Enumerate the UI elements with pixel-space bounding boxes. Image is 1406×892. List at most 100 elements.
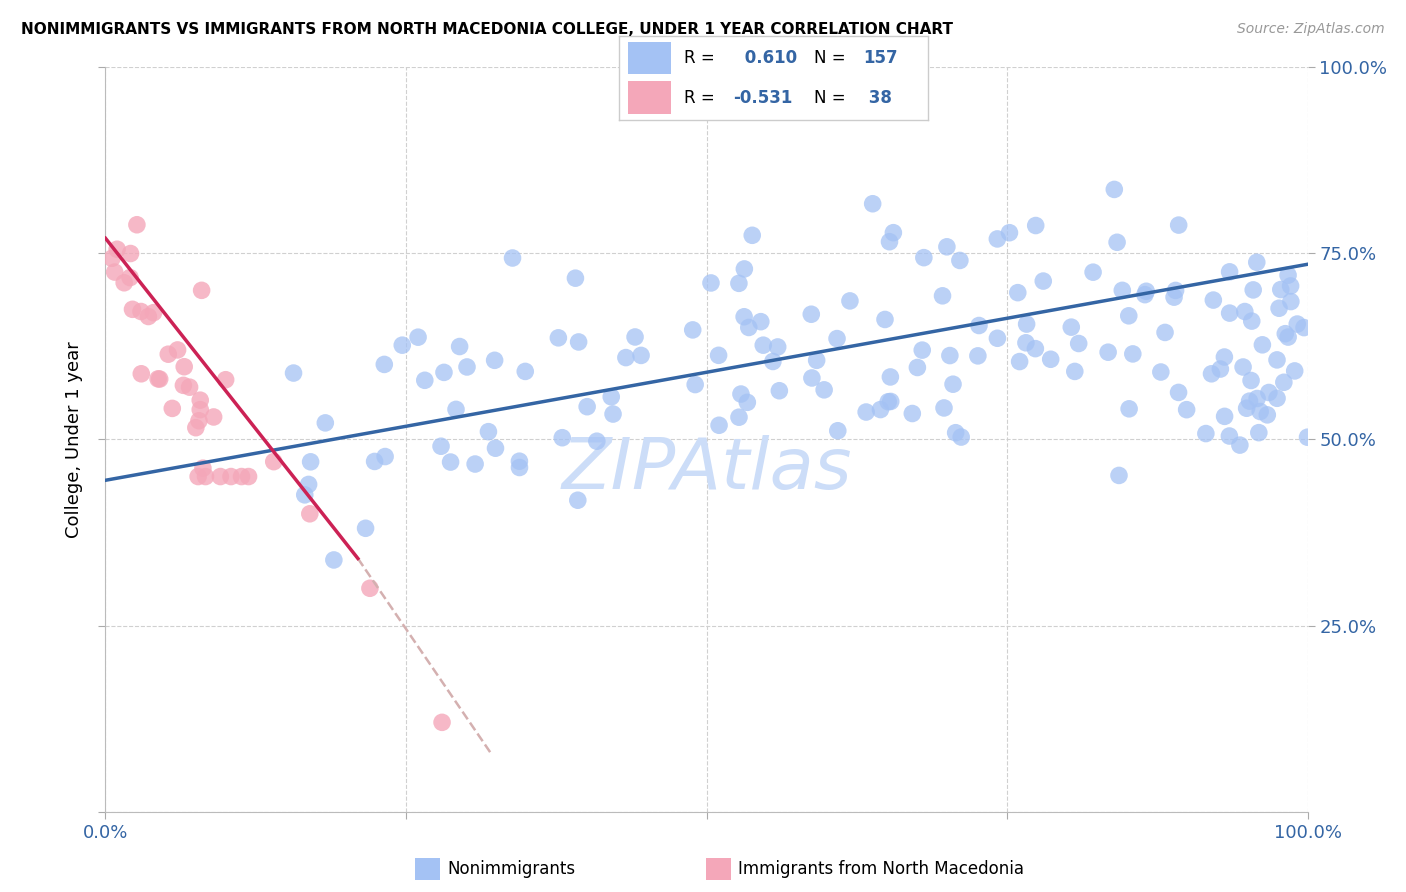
Point [567,493,589,508]
Point [456,359,478,374]
Point [120,246,142,260]
Point [879,235,901,249]
Point [1292,320,1315,334]
Text: 0.610: 0.610 [740,49,797,67]
Point [1097,345,1119,359]
FancyBboxPatch shape [628,81,671,113]
Point [1279,279,1302,293]
Point [806,353,828,368]
Point [768,384,790,398]
Point [733,262,755,277]
Point [1118,309,1140,323]
Point [1167,385,1189,400]
Point [862,196,884,211]
Point [173,359,195,374]
Point [568,334,591,349]
Point [737,395,759,409]
Point [209,469,232,483]
Point [700,276,723,290]
Point [172,378,194,392]
Point [1111,284,1133,298]
Point [202,409,225,424]
Point [184,420,207,434]
Point [142,306,165,320]
Point [1107,235,1129,250]
Point [1118,401,1140,416]
Point [294,488,316,502]
Point [477,425,499,439]
Point [194,469,217,483]
Point [564,271,586,285]
Point [1274,326,1296,341]
Point [1218,429,1240,443]
Point [1268,301,1291,316]
Text: Source: ZipAtlas.com: Source: ZipAtlas.com [1237,22,1385,37]
Point [231,469,253,483]
Point [912,251,935,265]
Point [839,293,862,308]
Point [800,371,823,385]
Point [1239,394,1261,409]
Point [942,377,965,392]
Point [998,226,1021,240]
Point [263,455,285,469]
Point [464,457,486,471]
Point [707,348,730,362]
Point [752,338,775,352]
Point [1167,218,1189,232]
FancyBboxPatch shape [628,42,671,74]
Point [738,320,761,334]
Text: -0.531: -0.531 [733,88,793,106]
Point [1251,338,1274,352]
Point [547,331,569,345]
Point [238,469,260,483]
Point [1015,335,1038,350]
Point [138,310,160,324]
Point [1256,408,1278,422]
Point [1025,219,1047,233]
Point [911,343,934,358]
Text: ZIPAtlas: ZIPAtlas [561,434,852,504]
Point [112,276,135,290]
Point [449,339,471,353]
Point [1277,330,1299,344]
Point [1015,317,1038,331]
Point [967,349,990,363]
Point [430,715,453,730]
Point [1209,362,1232,376]
Point [219,469,242,483]
Point [1277,268,1299,283]
Point [1279,294,1302,309]
Point [728,277,751,291]
Point [1272,376,1295,390]
Point [1213,409,1236,424]
Text: R =: R = [683,88,714,106]
Point [484,353,506,368]
Point [105,242,128,256]
Point [950,430,973,444]
Point [766,340,789,354]
Point [873,312,896,326]
Point [683,377,706,392]
Point [359,582,381,596]
Point [1081,265,1104,279]
Point [1265,392,1288,406]
Point [932,401,955,415]
Point [406,330,429,344]
Point [813,383,835,397]
Point [444,402,467,417]
Point [166,343,188,357]
Point [1233,304,1256,318]
Point [1024,342,1046,356]
Text: Immigrants from North Macedonia: Immigrants from North Macedonia [738,860,1024,878]
Point [728,410,751,425]
Point [322,553,344,567]
Point [855,405,877,419]
Point [125,218,148,232]
Point [354,521,377,535]
Point [682,323,704,337]
Point [1122,347,1144,361]
Point [949,253,972,268]
Point [1265,352,1288,367]
Point [1007,285,1029,300]
